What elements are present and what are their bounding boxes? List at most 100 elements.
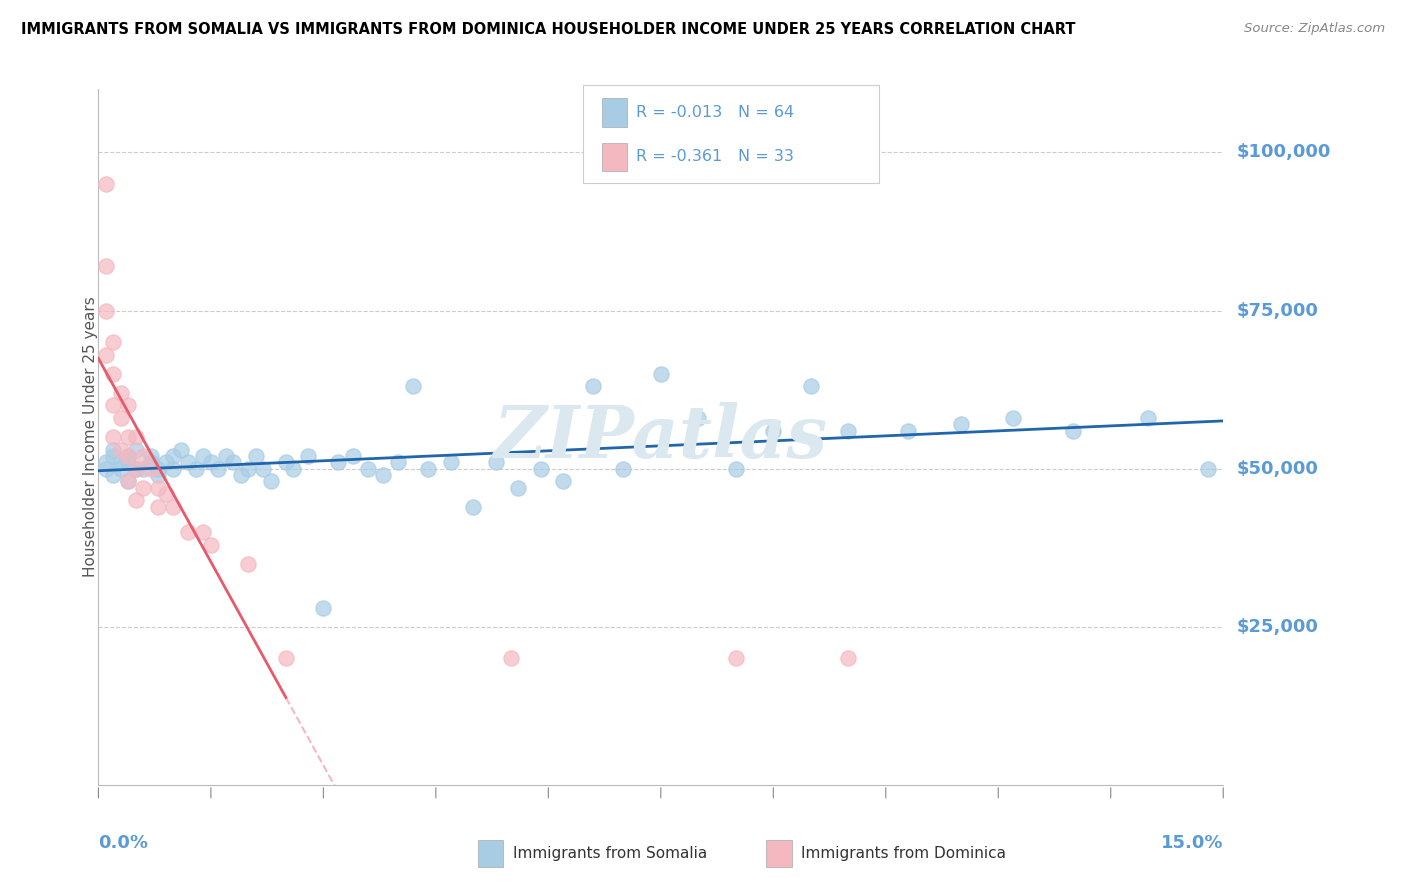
- Text: Source: ZipAtlas.com: Source: ZipAtlas.com: [1244, 22, 1385, 36]
- Point: [132, 461, 155, 475]
- Point: [688, 411, 710, 425]
- Point: [103, 449, 125, 463]
- Point: [103, 442, 125, 457]
- Point: [94, 348, 117, 362]
- Point: [110, 411, 132, 425]
- Point: [155, 455, 177, 469]
- Point: [110, 385, 132, 400]
- Point: [1002, 411, 1025, 425]
- Text: $50,000: $50,000: [1237, 459, 1319, 478]
- Point: [949, 417, 972, 432]
- Point: [94, 303, 117, 318]
- Point: [117, 455, 139, 469]
- Point: [342, 449, 364, 463]
- Point: [530, 461, 553, 475]
- Point: [148, 500, 170, 514]
- Point: [110, 442, 132, 457]
- Text: ZIPatlas: ZIPatlas: [494, 401, 828, 473]
- Point: [162, 461, 184, 475]
- Point: [103, 367, 125, 381]
- Point: [485, 455, 508, 469]
- Point: [260, 475, 283, 489]
- Point: [94, 177, 117, 191]
- Point: [463, 500, 485, 514]
- Point: [283, 461, 305, 475]
- Point: [94, 260, 117, 274]
- Point: [170, 442, 193, 457]
- Point: [238, 557, 260, 571]
- Text: 0.0%: 0.0%: [98, 834, 149, 852]
- Point: [440, 455, 463, 469]
- Point: [312, 600, 335, 615]
- Y-axis label: Householder Income Under 25 years: Householder Income Under 25 years: [83, 297, 97, 577]
- Point: [177, 524, 200, 539]
- Point: [1137, 411, 1160, 425]
- Text: R = -0.361: R = -0.361: [636, 150, 721, 164]
- Point: [387, 455, 409, 469]
- Text: Immigrants from Dominica: Immigrants from Dominica: [801, 847, 1007, 861]
- Point: [139, 461, 162, 475]
- Point: [245, 449, 267, 463]
- Point: [125, 442, 148, 457]
- Point: [139, 449, 162, 463]
- Point: [373, 468, 395, 483]
- Point: [125, 493, 148, 508]
- Point: [148, 461, 170, 475]
- Point: [139, 455, 162, 469]
- Point: [125, 430, 148, 444]
- Point: [724, 651, 747, 665]
- Text: N = 64: N = 64: [738, 105, 794, 120]
- Point: [252, 461, 274, 475]
- Point: [155, 487, 177, 501]
- Point: [200, 455, 222, 469]
- Point: [103, 335, 125, 350]
- Point: [328, 455, 350, 469]
- Point: [800, 379, 823, 393]
- Point: [499, 651, 522, 665]
- Point: [200, 538, 222, 552]
- Text: IMMIGRANTS FROM SOMALIA VS IMMIGRANTS FROM DOMINICA HOUSEHOLDER INCOME UNDER 25 : IMMIGRANTS FROM SOMALIA VS IMMIGRANTS FR…: [21, 22, 1076, 37]
- Point: [117, 475, 139, 489]
- Point: [215, 449, 238, 463]
- Point: [117, 399, 139, 413]
- Point: [148, 468, 170, 483]
- Point: [837, 651, 859, 665]
- Point: [148, 481, 170, 495]
- Point: [103, 468, 125, 483]
- Point: [897, 424, 920, 438]
- Point: [229, 468, 252, 483]
- Point: [110, 455, 132, 469]
- Point: [125, 461, 148, 475]
- Point: [402, 379, 425, 393]
- Point: [110, 461, 132, 475]
- Point: [94, 461, 117, 475]
- Text: N = 33: N = 33: [738, 150, 794, 164]
- Point: [553, 475, 575, 489]
- Point: [274, 651, 297, 665]
- Point: [117, 449, 139, 463]
- Point: [162, 500, 184, 514]
- Point: [193, 524, 215, 539]
- Point: [132, 449, 155, 463]
- Point: [193, 449, 215, 463]
- Point: [582, 379, 605, 393]
- Text: R = -0.013: R = -0.013: [636, 105, 721, 120]
- Text: Immigrants from Somalia: Immigrants from Somalia: [513, 847, 707, 861]
- Text: $100,000: $100,000: [1237, 144, 1331, 161]
- Point: [762, 424, 785, 438]
- Point: [117, 449, 139, 463]
- Text: $25,000: $25,000: [1237, 618, 1319, 636]
- Point: [1197, 461, 1219, 475]
- Point: [1062, 424, 1084, 438]
- Text: 15.0%: 15.0%: [1161, 834, 1223, 852]
- Point: [184, 461, 207, 475]
- Point: [94, 455, 117, 469]
- Point: [650, 367, 672, 381]
- Point: [162, 449, 184, 463]
- Point: [357, 461, 380, 475]
- Point: [177, 455, 200, 469]
- Point: [274, 455, 297, 469]
- Point: [117, 475, 139, 489]
- Point: [125, 461, 148, 475]
- Point: [132, 481, 155, 495]
